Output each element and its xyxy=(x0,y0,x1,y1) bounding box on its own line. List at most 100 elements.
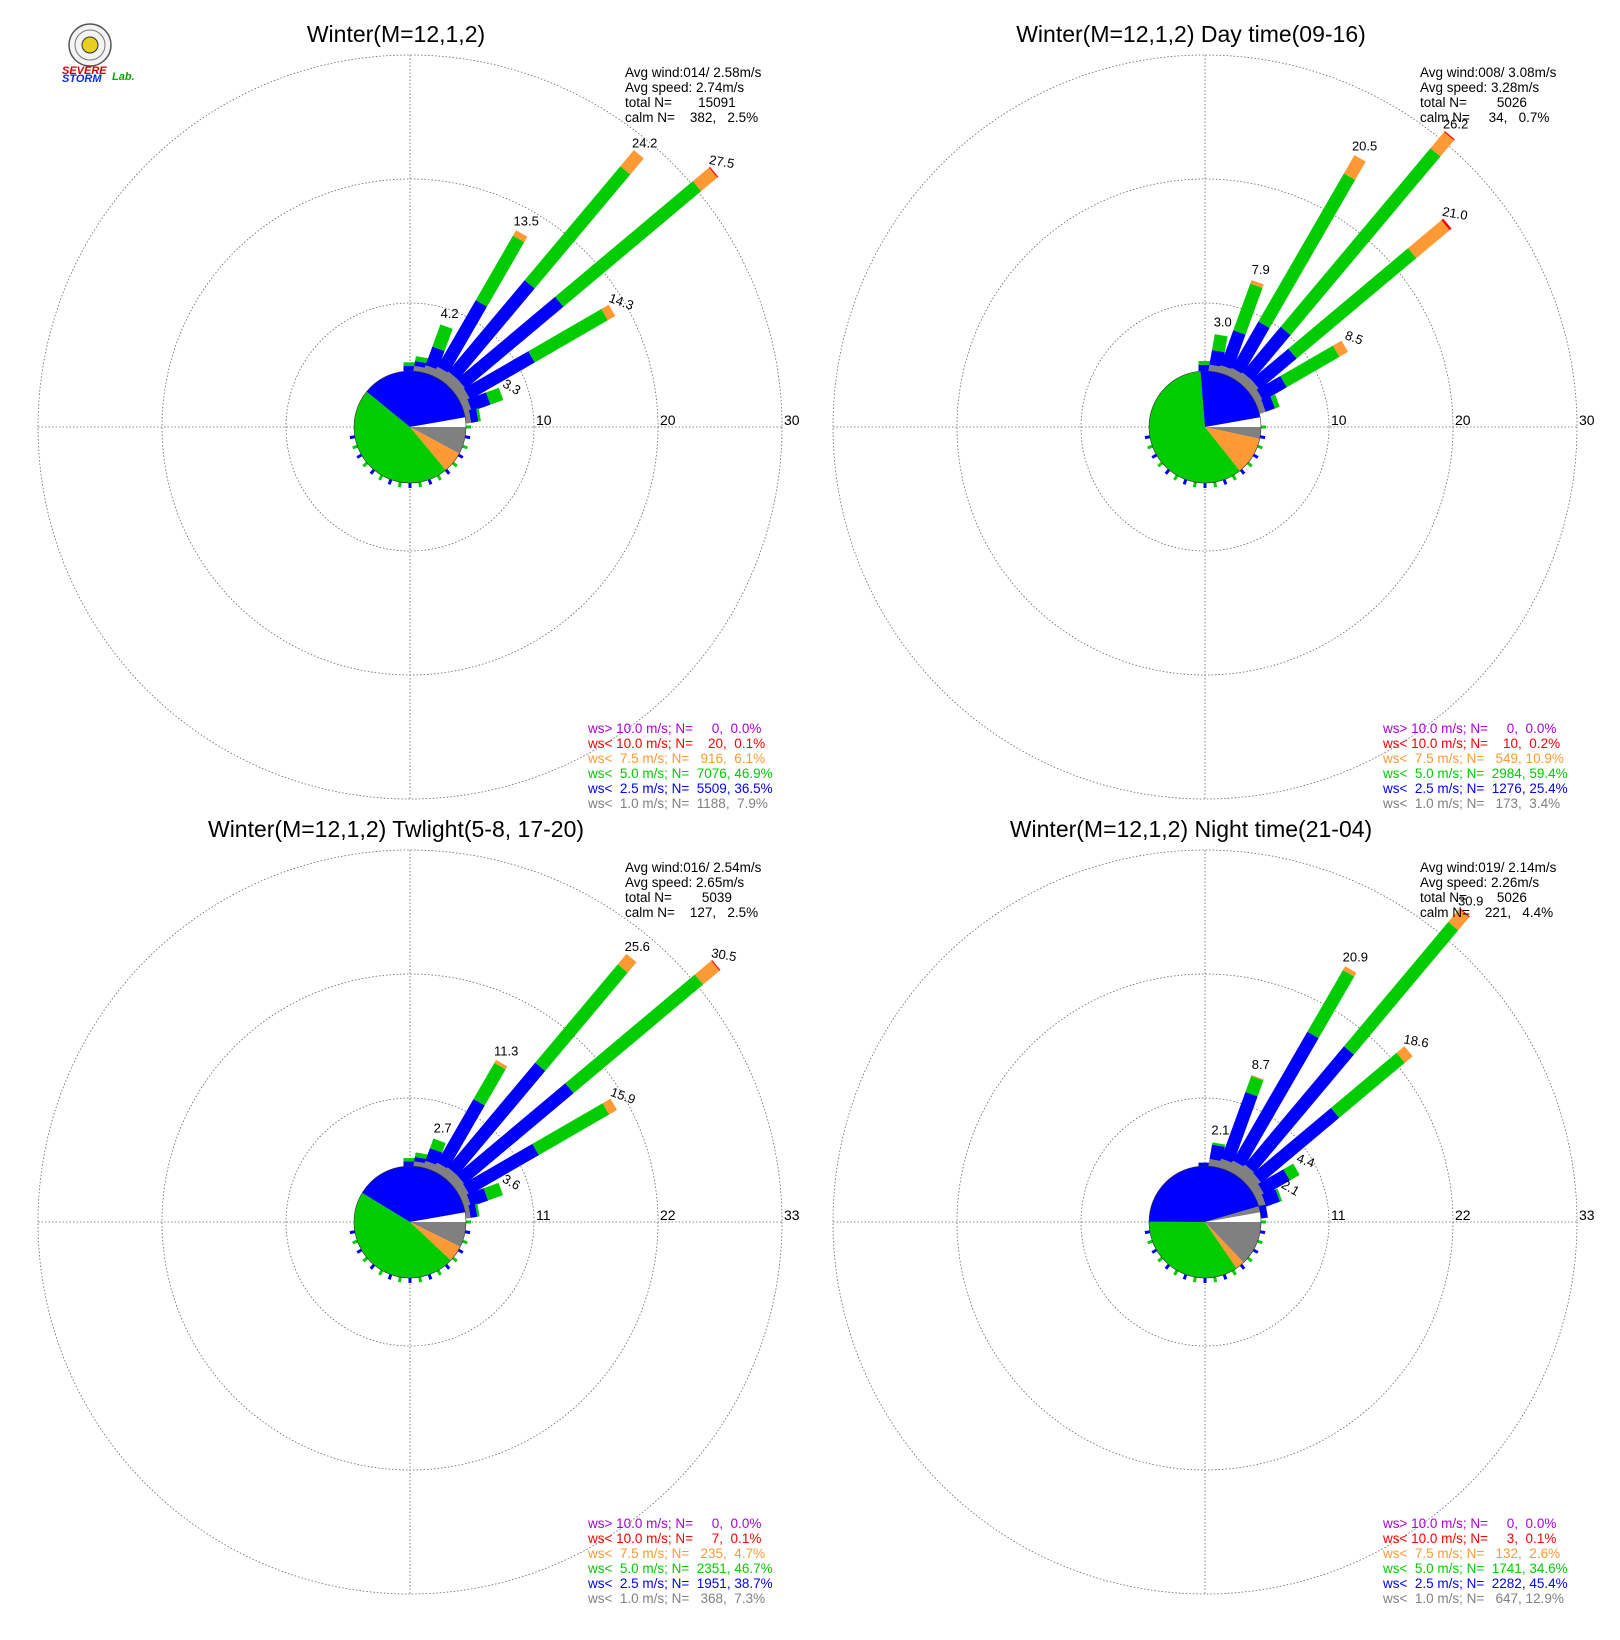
calm-tick xyxy=(464,1230,471,1235)
legend-entry: ws> 10.0 m/s; N= 0, 0.0% xyxy=(1382,1516,1556,1531)
info-line: Avg wind:008/ 3.08m/s xyxy=(1420,65,1557,80)
bar-segment xyxy=(1280,148,1441,336)
bar-segment xyxy=(466,1188,489,1207)
pie-slice xyxy=(1200,370,1261,427)
bar-segment xyxy=(1275,1188,1283,1202)
pie-calm-slice xyxy=(410,417,467,427)
calm-tick xyxy=(349,435,356,440)
bar-segment xyxy=(1258,1169,1290,1196)
pie-slice xyxy=(410,427,467,454)
ring-label: 10 xyxy=(1331,412,1347,428)
ring-33 xyxy=(37,849,783,1595)
calm-tick xyxy=(418,481,423,488)
pie-outline xyxy=(1148,1165,1262,1279)
bar-segment xyxy=(429,1138,446,1153)
bar-value-label: 7.9 xyxy=(1252,262,1270,277)
bar-segment xyxy=(1270,394,1280,409)
calm-tick xyxy=(362,1256,369,1263)
bar-value-label: 21.0 xyxy=(1441,204,1469,223)
bar-segment xyxy=(1209,349,1225,367)
windrose-panel-all: 10 20 304.213.524.227.514.33.3Winter(M=12,… xyxy=(37,21,800,811)
calm-tick xyxy=(356,453,363,459)
calm-tick xyxy=(1252,1248,1259,1254)
bar-segment xyxy=(457,296,564,389)
calm-tick xyxy=(1182,479,1188,485)
bar-segment xyxy=(1441,218,1452,231)
bar-segment xyxy=(1242,326,1291,381)
calm-tick xyxy=(451,1256,458,1263)
legend-entry: ws< 10.0 m/s; N= 7, 0.1% xyxy=(587,1531,761,1546)
calm-tick xyxy=(1259,1230,1266,1235)
bar-segment xyxy=(565,974,704,1094)
bar-segment xyxy=(617,953,637,973)
calm-tick xyxy=(369,468,376,475)
pie-calm-slice xyxy=(1205,1212,1261,1222)
bar-segment xyxy=(528,309,608,363)
calm-tick xyxy=(356,1248,363,1254)
pie-slice xyxy=(410,1222,461,1261)
chart-title: Winter(M=12,1,2) Day time(09-16) xyxy=(1016,21,1366,47)
bar-segment xyxy=(1396,1046,1413,1063)
info-line: calm N= 221, 4.4% xyxy=(1420,905,1553,920)
legend-entry: ws< 10.0 m/s; N= 3, 0.1% xyxy=(1382,1531,1556,1546)
calm-tick xyxy=(1144,435,1151,440)
ring-label: 30 xyxy=(1579,412,1595,428)
bar-segment xyxy=(1430,132,1455,157)
bar-segment xyxy=(414,360,428,369)
ring-label: 22 xyxy=(1455,1207,1471,1223)
bar-segment xyxy=(467,392,491,412)
legend-entry: ws> 10.0 m/s; N= 0, 0.0% xyxy=(587,1516,761,1531)
calm-tick xyxy=(462,444,468,450)
calm-tick xyxy=(427,1274,433,1280)
calm-tick xyxy=(387,1274,393,1280)
calm-tick xyxy=(369,1263,376,1270)
bar-segment xyxy=(456,1083,574,1185)
calm-tick xyxy=(1192,1276,1197,1283)
calm-tick xyxy=(1182,1274,1188,1280)
chart-title: Winter(M=12,1,2) xyxy=(307,21,485,47)
bar-segment xyxy=(1251,348,1297,390)
legend-entry: ws< 2.5 m/s; N= 1951, 38.7% xyxy=(587,1576,773,1591)
calm-tick xyxy=(1147,1239,1153,1245)
ring-label: 20 xyxy=(660,412,676,428)
ring-label: 11 xyxy=(536,1207,551,1223)
bar-segment xyxy=(1330,1052,1405,1118)
calm-tick xyxy=(1257,1239,1263,1245)
info-line: calm N= 34, 0.7% xyxy=(1420,110,1549,125)
calm-tick xyxy=(397,481,402,488)
bar-segment xyxy=(555,181,702,307)
calm-tick xyxy=(1222,479,1228,485)
bar-segment xyxy=(414,1156,428,1164)
bar-value-label: 30.5 xyxy=(710,945,738,964)
bar-value-label: 20.9 xyxy=(1343,950,1368,965)
ring-11 xyxy=(285,1097,535,1347)
calm-tick xyxy=(1151,1248,1158,1254)
pie-slice xyxy=(1149,371,1240,483)
bar-segment xyxy=(1198,361,1212,365)
bar-segment xyxy=(1332,340,1349,357)
bar-segment xyxy=(1251,1074,1264,1081)
calm-tick xyxy=(362,461,369,468)
bar-segment xyxy=(1280,345,1340,388)
legend-entry: ws< 2.5 m/s; N= 5509, 36.5% xyxy=(587,781,773,796)
pie-slice xyxy=(1205,1222,1261,1263)
bar-segment xyxy=(1261,396,1275,412)
bar-value-label: 20.5 xyxy=(1352,139,1377,154)
bar-segment xyxy=(1233,1031,1319,1167)
pie-outline xyxy=(1148,370,1262,484)
bar-segment xyxy=(602,1098,617,1115)
ring-11 xyxy=(1080,1097,1330,1347)
calm-tick xyxy=(1257,444,1263,450)
calm-tick xyxy=(457,453,464,459)
calm-tick xyxy=(1157,1256,1164,1263)
bar-value-label: 8.7 xyxy=(1252,1057,1270,1072)
calm-tick xyxy=(1222,1274,1228,1280)
calm-tick xyxy=(427,479,433,485)
calm-tick xyxy=(378,474,384,481)
bar-segment xyxy=(1448,908,1470,931)
bar-segment xyxy=(1198,1162,1212,1166)
bar-segment xyxy=(1253,1107,1340,1184)
ring-10 xyxy=(1080,302,1330,552)
bar-segment xyxy=(512,230,528,243)
legend-entry: ws< 7.5 m/s; N= 132, 2.6% xyxy=(1382,1546,1560,1561)
